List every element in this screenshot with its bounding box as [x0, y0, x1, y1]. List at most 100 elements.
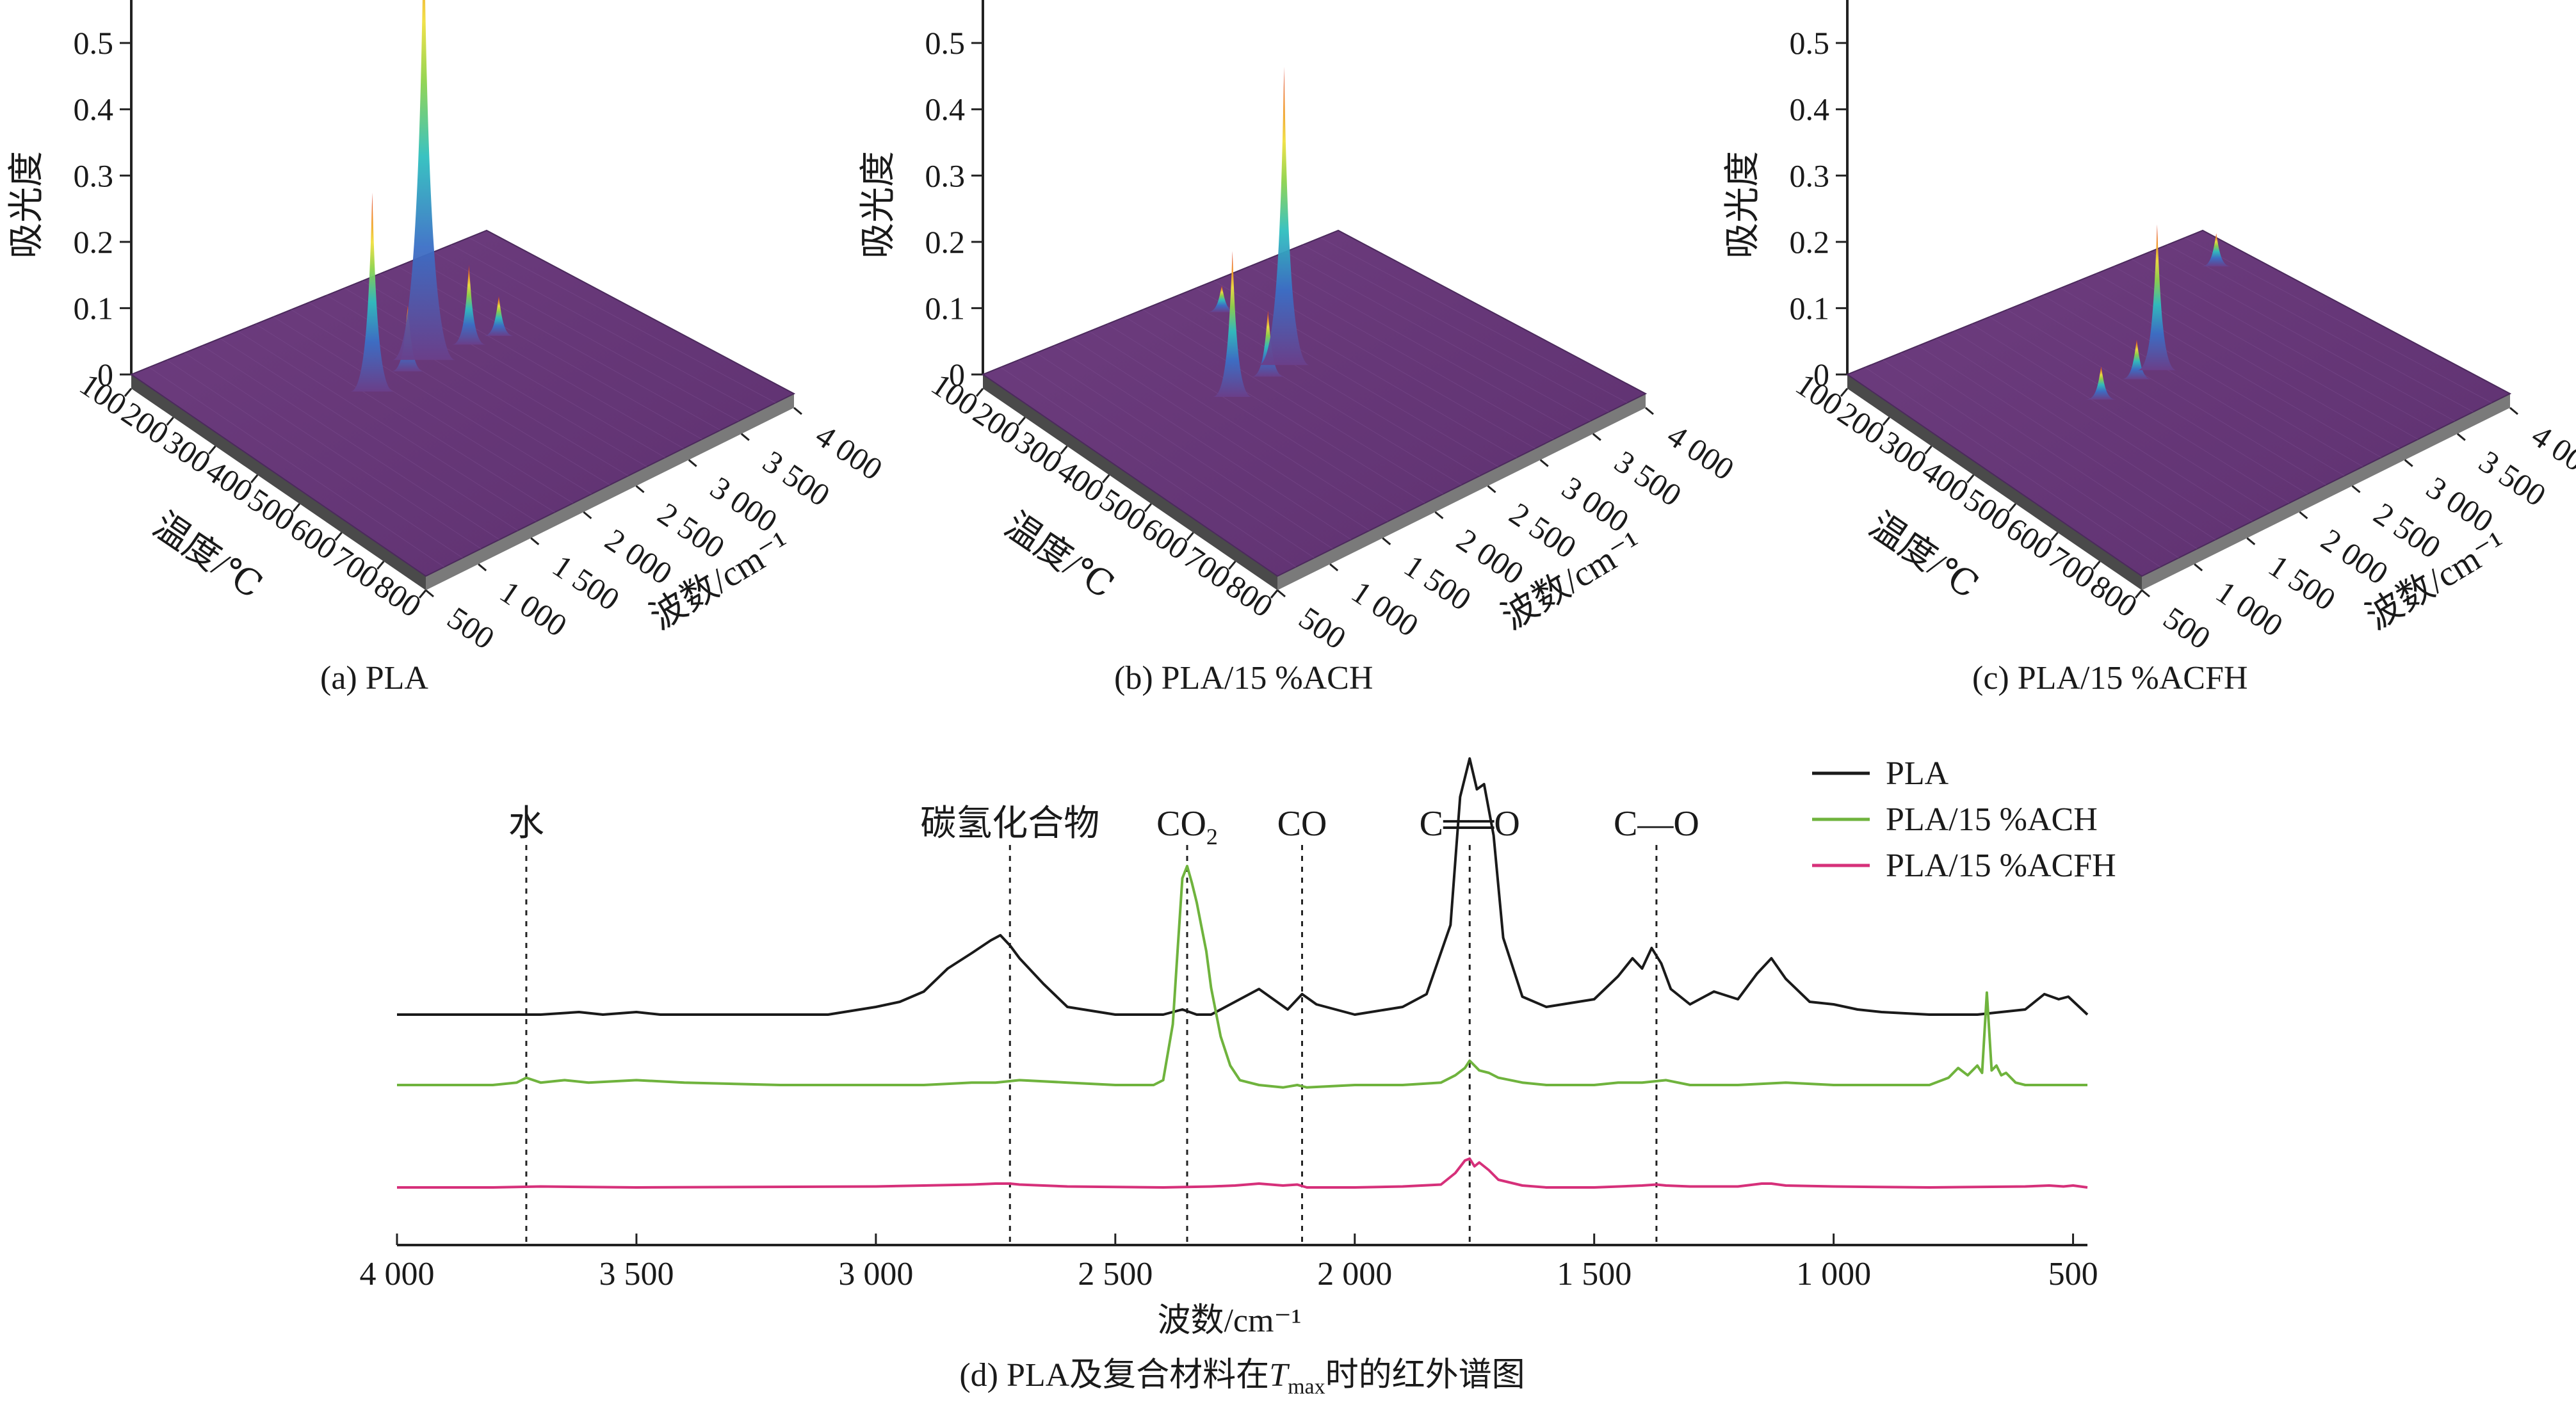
surface-panel-c: 00.10.20.30.40.50.60.7吸光度100200300400500…	[1716, 0, 2576, 685]
plane-edge-left	[131, 374, 426, 590]
surface-peak	[1206, 285, 1237, 312]
temperature-tick-mark	[1924, 446, 1932, 454]
plane-edge-right	[2142, 394, 2510, 590]
annotation-label: C══O	[1420, 804, 1520, 844]
plane-grid-line	[238, 331, 537, 522]
surface-plot-c: 00.10.20.30.40.50.60.7吸光度100200300400500…	[1723, 0, 2576, 656]
temperature-tick-mark	[2050, 532, 2059, 541]
plane-grid-line	[2060, 287, 2363, 467]
wavenumber-tick-label: 500	[441, 600, 501, 656]
plane-grid-line	[1071, 338, 1370, 531]
surface-peak	[2086, 366, 2117, 400]
plane-grid-line	[1267, 259, 1573, 431]
temperature-tick-mark	[166, 417, 174, 426]
wavenumber-tick-mark	[530, 537, 540, 545]
z-axis-label: 吸光度	[7, 151, 47, 259]
wavenumber-tick-mark	[1434, 511, 1444, 520]
surface-peak	[392, 0, 456, 360]
temperature-tick-mark	[1060, 446, 1068, 454]
z-axis-label: 吸光度	[859, 151, 898, 259]
wavenumber-tick-mark	[1277, 589, 1286, 598]
wavenumber-tick-mark	[688, 459, 697, 467]
plane-grid-line	[1195, 287, 1499, 467]
annotation-label: 水	[508, 804, 544, 844]
chart-title-prefix: (d) PLA及复合材料在	[959, 1357, 1269, 1394]
surface-panel-b: 00.10.20.30.40.50.60.7吸光度100200300400500…	[852, 0, 1740, 685]
plane-grid-line	[2007, 309, 2308, 495]
panel-c-caption: (c) PLA/15 %ACFH	[1972, 660, 2248, 696]
panel-b-caption: (b) PLA/15 %ACH	[1114, 660, 1373, 696]
surface-plot-a: 00.10.20.30.40.50.60.7吸光度100200300400500…	[7, 0, 889, 656]
plane-grid-line	[220, 338, 519, 531]
x-tick-label: 1 000	[1796, 1256, 1871, 1292]
z-tick-label: 0.5	[925, 25, 966, 61]
plane-grid-line	[1053, 345, 1352, 540]
plane-grid-line	[309, 302, 610, 485]
temperature-tick-mark	[334, 532, 343, 541]
temperature-tick-mark	[377, 561, 385, 570]
temperature-tick-mark	[1966, 474, 1975, 483]
plane-grid-line	[2042, 294, 2345, 476]
plane-grid-line	[2131, 259, 2437, 431]
wavenumber-tick-mark	[2194, 563, 2203, 572]
x-axis-label: 波数/cm⁻¹	[1157, 1303, 1301, 1339]
temperature-tick-mark	[418, 590, 427, 599]
temperature-tick-mark	[124, 388, 133, 397]
plane-grid-line	[433, 252, 739, 422]
series-line-3	[397, 1157, 2088, 1189]
surface-peak	[1251, 310, 1285, 377]
plane-grid-line	[1124, 316, 1425, 504]
plane-grid-line	[1178, 294, 1480, 476]
plane-edge-left	[1847, 374, 2142, 590]
chart-title-sub: max	[1288, 1375, 1325, 1399]
wavenumber-tick-mark	[1539, 459, 1549, 467]
wavenumber-tick-label: 500	[1293, 600, 1352, 656]
surface-peak	[350, 192, 394, 392]
plane-grid-line	[2167, 245, 2474, 412]
z-tick-label: 0.4	[1790, 92, 1830, 127]
temperature-tick-mark	[2134, 590, 2143, 599]
ir-spectrum-chart: 4 000 3 500 3 000 2 500 2 000 1 500 1 000 500 波数…	[360, 755, 2116, 1399]
plane-grid-line	[1018, 360, 1315, 558]
plane-edge-right	[426, 394, 794, 590]
temperature-tick-mark	[1186, 532, 1194, 541]
annotation-label: 碳氢化合物	[920, 804, 1099, 844]
plane-grid-line	[1302, 245, 1609, 412]
temperature-tick-mark	[1270, 590, 1279, 599]
temperature-tick-mark	[975, 388, 984, 397]
temperature-axis-label: 温度/℃	[1862, 505, 1985, 606]
temperature-tick-mark	[1228, 561, 1236, 570]
wavenumber-tick-mark	[2299, 511, 2308, 520]
surface-plane	[981, 229, 1648, 577]
wavenumber-tick-mark	[2351, 485, 2361, 494]
wavenumber-tick-mark	[635, 485, 645, 494]
plane-grid-line	[1971, 323, 2271, 513]
plane-grid-line	[1320, 237, 1628, 403]
wavenumber-tick-mark	[2246, 537, 2256, 545]
z-tick-label: 0.3	[74, 157, 114, 193]
surface-peak	[483, 296, 515, 336]
chart-title-var: T	[1269, 1357, 1290, 1394]
panel-a-caption: (a) PLA	[320, 660, 428, 696]
plane-grid-line	[451, 245, 757, 412]
temperature-tick-mark	[292, 503, 301, 512]
wavenumber-tick-mark	[1382, 537, 1391, 545]
plane-grid-line	[166, 360, 463, 558]
plane-grid-line	[273, 316, 574, 504]
temperature-tick-mark	[208, 446, 216, 454]
temperature-tick-mark	[2008, 503, 2017, 512]
plane-grid-line	[1989, 316, 2290, 504]
plane-grid-line	[469, 237, 776, 403]
plane-grid-line	[1284, 252, 1591, 422]
x-tick-label: 4 000	[360, 1256, 435, 1292]
temperature-tick-mark	[1882, 417, 1890, 426]
annotation-label: CO	[1277, 804, 1327, 844]
wavenumber-tick-mark	[583, 511, 592, 520]
temperature-tick-mark	[1101, 474, 1110, 483]
plane-grid-line	[415, 259, 721, 431]
plane-grid-line	[2025, 302, 2326, 485]
plane-grid-line	[344, 287, 647, 467]
plane-grid-line	[1142, 309, 1444, 495]
plane-grid-line	[2185, 237, 2492, 403]
plane-grid-line	[2114, 266, 2418, 440]
